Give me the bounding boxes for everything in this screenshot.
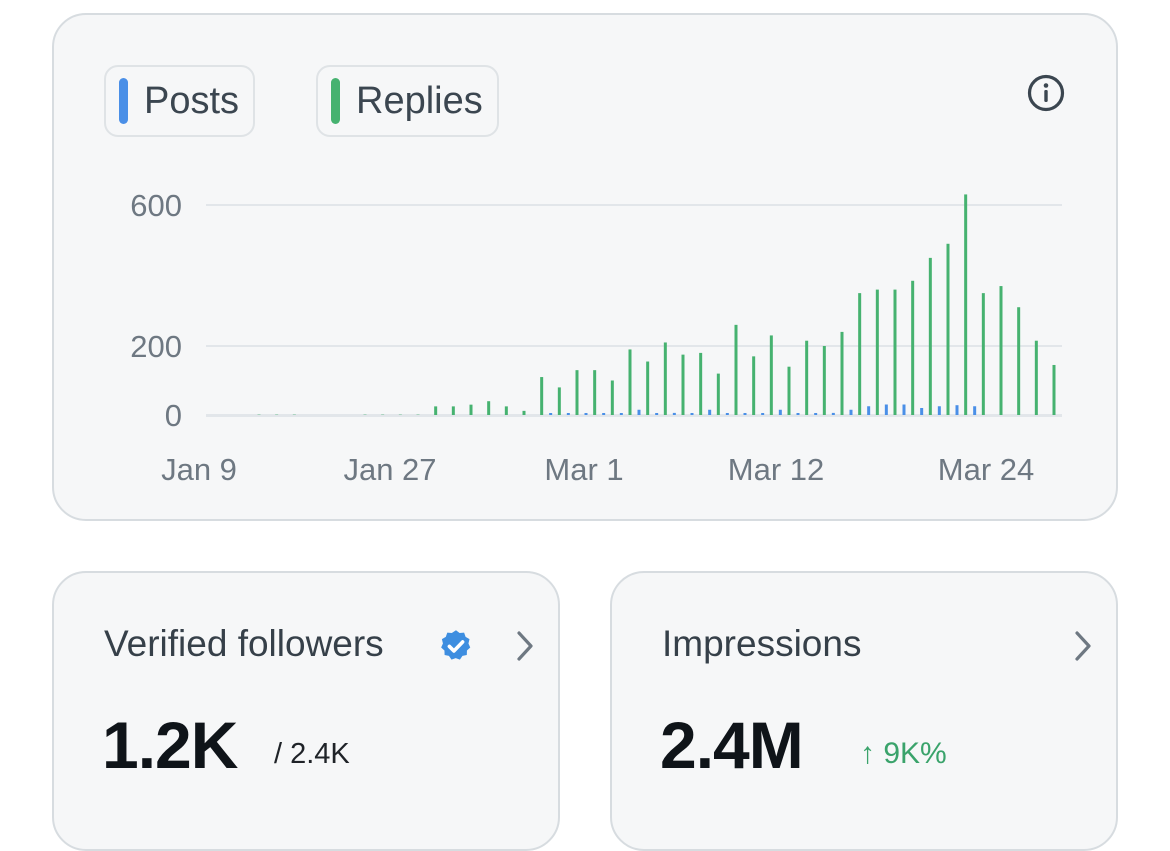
posts-bar bbox=[867, 406, 870, 415]
total-followers: / 2.4K bbox=[274, 738, 350, 771]
replies-bar bbox=[452, 406, 455, 415]
replies-bar bbox=[1017, 307, 1020, 415]
posts-bar bbox=[973, 406, 976, 415]
impressions-value: 2.4M bbox=[660, 707, 803, 783]
replies-bar bbox=[894, 290, 897, 415]
replies-bar bbox=[664, 342, 667, 415]
posts-bar bbox=[938, 406, 941, 415]
bar-chart: 600 200 0 Jan 9 Jan 27 Mar 1 Mar 12 Mar 24 bbox=[54, 15, 1116, 519]
replies-bar bbox=[770, 335, 773, 415]
posts-bar bbox=[920, 408, 923, 415]
posts-bar bbox=[691, 413, 694, 415]
replies-bar bbox=[576, 370, 579, 415]
x-tick-label: Mar 1 bbox=[544, 452, 623, 487]
y-tick-label: 0 bbox=[165, 398, 182, 433]
x-axis: Jan 9 Jan 27 Mar 1 Mar 12 Mar 24 bbox=[161, 452, 1034, 487]
posts-bar bbox=[708, 410, 711, 415]
verified-followers-value: 1.2K bbox=[102, 707, 237, 783]
replies-bar bbox=[717, 374, 720, 415]
chevron-right-icon[interactable] bbox=[1072, 629, 1094, 663]
posts-bar bbox=[726, 413, 729, 415]
verified-followers-card[interactable]: Verified followers 1.2K / 2.4K bbox=[52, 571, 560, 851]
posts-bar bbox=[814, 413, 817, 415]
posts-bar bbox=[567, 413, 570, 415]
x-tick-label: Jan 27 bbox=[343, 452, 436, 487]
replies-bar bbox=[947, 244, 950, 415]
posts-bar bbox=[638, 410, 641, 415]
posts-bar bbox=[797, 413, 800, 415]
chevron-right-icon[interactable] bbox=[514, 629, 536, 663]
impressions-change: ↑ 9K% bbox=[860, 737, 947, 771]
replies-bar bbox=[434, 406, 437, 415]
replies-bar bbox=[788, 367, 791, 415]
bars bbox=[258, 194, 1056, 415]
replies-bar bbox=[611, 381, 614, 416]
replies-bar bbox=[523, 411, 526, 415]
posts-bar bbox=[779, 410, 782, 415]
y-tick-label: 200 bbox=[130, 329, 182, 364]
posts-bar bbox=[761, 413, 764, 415]
replies-bar bbox=[1000, 286, 1003, 415]
replies-bar bbox=[823, 346, 826, 415]
posts-bar bbox=[655, 413, 658, 415]
posts-bar bbox=[602, 413, 605, 415]
posts-bar bbox=[832, 413, 835, 415]
gridlines bbox=[206, 205, 1062, 416]
y-axis: 600 200 0 bbox=[130, 188, 182, 433]
replies-bar bbox=[646, 362, 649, 415]
replies-bar bbox=[558, 387, 561, 415]
posts-bar bbox=[956, 405, 959, 415]
replies-bar bbox=[593, 370, 596, 415]
replies-bar bbox=[682, 355, 685, 415]
verified-followers-title: Verified followers bbox=[104, 623, 384, 665]
impressions-title: Impressions bbox=[662, 623, 861, 665]
posts-bar bbox=[620, 413, 623, 415]
y-tick-label: 600 bbox=[130, 188, 182, 223]
posts-bar bbox=[850, 410, 853, 415]
replies-bar bbox=[982, 293, 985, 415]
replies-bar bbox=[841, 332, 844, 415]
x-tick-label: Mar 12 bbox=[728, 452, 824, 487]
replies-bar bbox=[876, 290, 879, 415]
replies-bar bbox=[964, 194, 967, 415]
posts-bar bbox=[673, 413, 676, 415]
replies-bar bbox=[752, 356, 755, 415]
replies-bar bbox=[629, 349, 632, 415]
x-tick-label: Jan 9 bbox=[161, 452, 237, 487]
posts-bar bbox=[585, 413, 588, 415]
replies-bar bbox=[1035, 341, 1038, 415]
verified-badge-icon bbox=[438, 628, 474, 664]
replies-bar bbox=[805, 341, 808, 415]
replies-bar bbox=[699, 353, 702, 415]
replies-bar bbox=[735, 325, 738, 415]
posts-bar bbox=[903, 405, 906, 416]
replies-bar bbox=[487, 401, 490, 415]
posts-bar bbox=[549, 413, 552, 415]
replies-bar bbox=[470, 405, 473, 415]
replies-bar bbox=[1053, 365, 1056, 415]
replies-bar bbox=[505, 406, 508, 415]
replies-bar bbox=[929, 258, 932, 415]
x-tick-label: Mar 24 bbox=[938, 452, 1034, 487]
posts-bar bbox=[744, 413, 747, 415]
replies-bar bbox=[911, 281, 914, 415]
impressions-card[interactable]: Impressions 2.4M ↑ 9K% bbox=[610, 571, 1118, 851]
replies-bar bbox=[858, 293, 861, 415]
posts-bar bbox=[885, 405, 888, 416]
replies-bar bbox=[540, 377, 543, 415]
